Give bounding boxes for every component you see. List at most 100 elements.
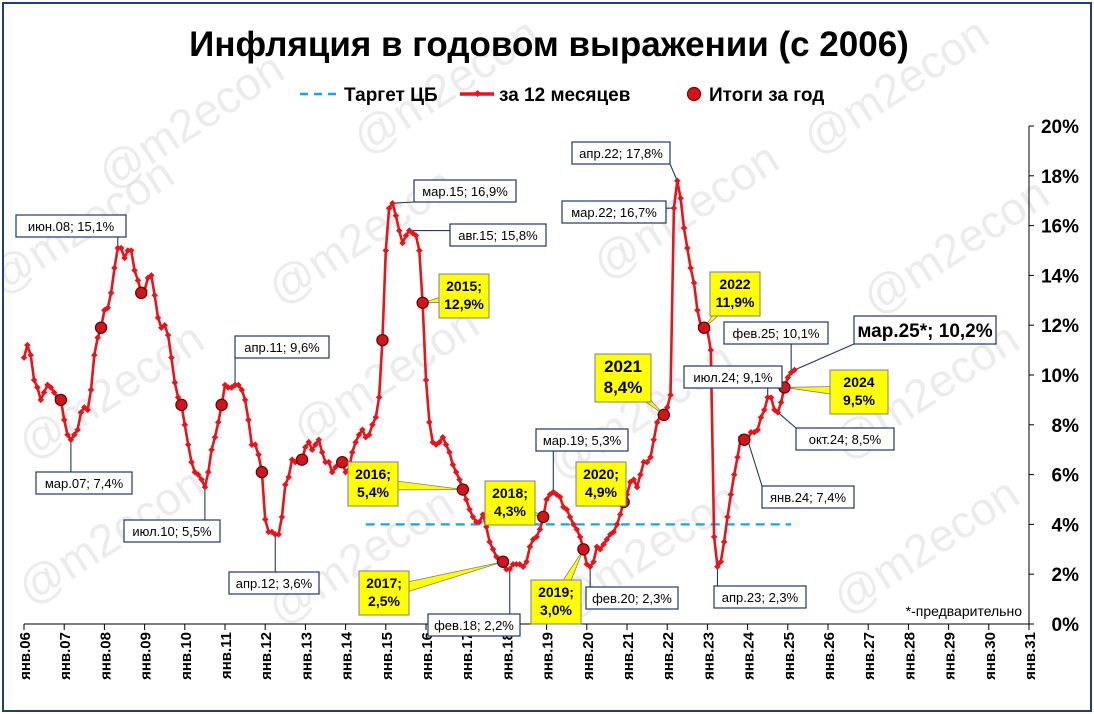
callout-annual: 2019; 3,0% (530, 579, 582, 625)
callout-line: 4,3% (494, 503, 526, 519)
callout-line: 5,4% (357, 484, 389, 500)
series-point-monthly (596, 546, 604, 553)
callout-annual: 2018; 4,3% (484, 480, 536, 526)
callout-box (709, 271, 761, 317)
series-point-monthly (251, 441, 259, 448)
callout-box (585, 586, 679, 610)
series-point-monthly (20, 354, 28, 361)
callout-text: окт.24; 8,5% (809, 432, 882, 447)
x-tick-label: янв.09 (138, 632, 155, 680)
callouts-layer: июн.08; 15,1% мар.07; 7,4% июл.10; 5,5% апр… (15, 141, 997, 637)
legend-item-target: Таргет ЦБ (300, 85, 438, 106)
callout-point: янв.24; 7,4% (761, 485, 855, 509)
series-point-monthly (617, 511, 624, 518)
callout-line: 2024 (843, 374, 874, 390)
series-point-monthly (117, 244, 125, 252)
callout-box (15, 214, 127, 238)
series-point-monthly (312, 441, 319, 449)
y-tick-label: 12% (1041, 316, 1079, 337)
series-point-monthly (385, 204, 393, 212)
callout-leader (392, 201, 415, 204)
callout-text: авг.15; 15,8% (458, 228, 538, 243)
callout-point: июл.10; 5,5% (123, 519, 221, 543)
callout-box (413, 179, 517, 203)
callout-text: мар.15; 16,9% (422, 184, 508, 199)
series-point-monthly (245, 416, 252, 424)
x-tick-label: янв.28 (901, 632, 918, 680)
callout-text: июн.08; 15,1% (28, 219, 115, 234)
series-point-monthly (194, 471, 202, 478)
x-tick-label: янв.21 (620, 632, 637, 680)
callout-line: 2015; (446, 278, 482, 294)
series-point-monthly (466, 506, 473, 513)
x-tick-label: янв.27 (861, 632, 878, 680)
series-point-monthly (211, 434, 219, 441)
callout-text: апр.23; 2,3% (722, 590, 799, 605)
annual-point (537, 510, 550, 524)
series-point-monthly (151, 292, 158, 299)
series-point-monthly (556, 493, 564, 501)
series-point-monthly (543, 496, 550, 503)
callout-annual: 2016; 5,4% (347, 461, 399, 507)
series-point-monthly (452, 468, 460, 476)
series-point-monthly (442, 441, 450, 448)
series-point-monthly (449, 461, 457, 468)
callout-point: апр.23; 2,3% (713, 585, 807, 609)
callout-box (853, 315, 997, 345)
callout-point: апр.22; 17,8% (571, 141, 671, 165)
series-point-monthly (154, 314, 162, 321)
annual-point (496, 555, 510, 568)
series-point-monthly (322, 458, 329, 466)
series-point-monthly (77, 409, 85, 416)
series-point-monthly (369, 421, 376, 429)
series-point-monthly (74, 426, 81, 434)
series-point-monthly (184, 441, 192, 448)
series-point-monthly (576, 533, 584, 541)
callout-line: 2018; (492, 485, 528, 501)
callout-annual: 2021 8,4% (594, 353, 652, 403)
callout-leader (777, 411, 797, 429)
annual-point (255, 465, 269, 479)
series-point-monthly (456, 476, 463, 483)
series-point-monthly (241, 396, 249, 404)
series-point-monthly (674, 177, 681, 185)
series-point-monthly (285, 473, 292, 481)
x-tick-label: янв.22 (660, 632, 677, 680)
series-point-monthly (349, 448, 356, 456)
series-point-monthly (64, 431, 71, 439)
series-point-monthly (148, 272, 155, 279)
y-tick-label: 16% (1041, 217, 1079, 238)
series-point-monthly (127, 247, 135, 254)
callout-leader (794, 343, 855, 371)
series-point-monthly (107, 289, 115, 297)
annual-point (577, 543, 590, 556)
callout-annual: 2024 9,5% (829, 369, 889, 415)
callout-box (35, 471, 133, 495)
series-point-monthly (205, 468, 212, 476)
legend-label-annual: Итоги за год (709, 85, 824, 106)
x-tick-label: янв.10 (178, 632, 195, 680)
annual-point (657, 408, 671, 422)
series-point-monthly (282, 481, 289, 488)
series-point-monthly (134, 277, 142, 284)
callout-line: 8,4% (604, 378, 643, 397)
callout-text: фев.20; 2,3% (592, 591, 672, 606)
callout-line: 2017; (366, 575, 402, 591)
series-point-monthly (680, 224, 688, 232)
annual-point (295, 453, 309, 466)
series-point-monthly (359, 426, 366, 434)
inflation-chart: @m2econ @m2econ @m2econ@m2econ @m2econ @m2ec… (4, 6, 1079, 680)
series-point-monthly (573, 526, 581, 533)
x-tick-label: янв.31 (1022, 632, 1039, 680)
callout-box (427, 613, 521, 637)
callout-point: авг.15; 15,8% (449, 223, 547, 247)
annual-point (94, 321, 108, 334)
callout-text: мар.19; 5,3% (543, 433, 622, 448)
series-point-monthly (261, 516, 269, 523)
annual-point (135, 286, 148, 300)
series-point-monthly (248, 441, 256, 448)
series-point-monthly (305, 438, 312, 446)
y-tick-label: 14% (1041, 266, 1079, 287)
x-tick-label: янв.20 (580, 632, 597, 680)
